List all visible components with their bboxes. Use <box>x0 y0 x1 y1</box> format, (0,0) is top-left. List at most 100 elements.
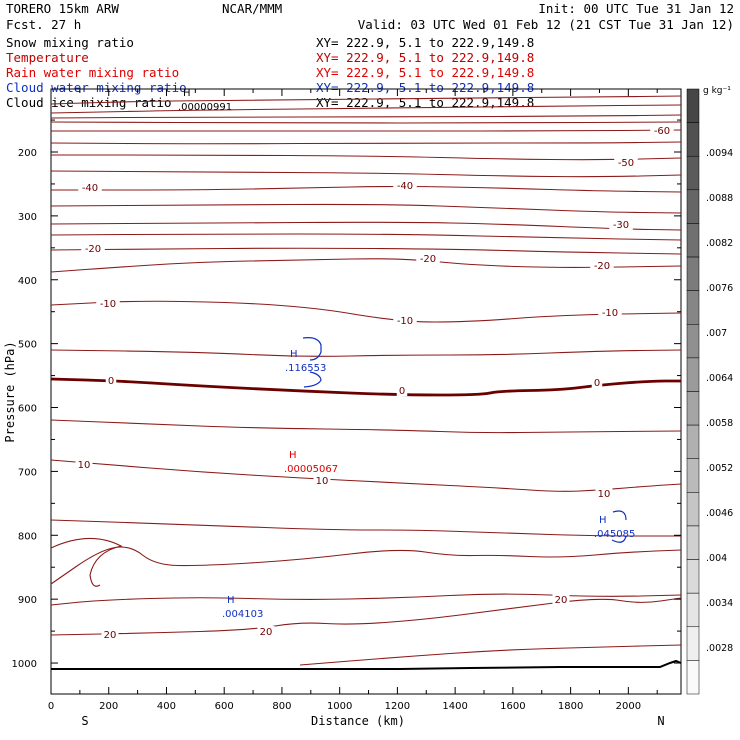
contour-label: 10 <box>598 489 611 500</box>
contour-label-bg <box>393 315 417 326</box>
x-axis-label: Distance (km) <box>311 714 405 728</box>
contour-label: 0 <box>399 386 405 397</box>
isotherm-line <box>50 95 682 105</box>
x-axis-left-end: S <box>81 714 88 728</box>
cloud-contours <box>302 337 627 543</box>
contour-label-bg <box>591 377 603 388</box>
field-name-rain: Rain water mixing ratio <box>6 65 179 80</box>
colorbar-swatch <box>686 324 700 359</box>
field-name-cloud-water: Cloud water mixing ratio <box>6 80 187 95</box>
isotherm-line <box>50 104 682 114</box>
colorbar-label: .0076 <box>706 283 733 294</box>
x-tick-label: 1400 <box>442 701 467 712</box>
contour-label: -40 <box>82 183 98 194</box>
x-tick-label: 600 <box>215 701 234 712</box>
contour-label: 10 <box>78 460 91 471</box>
isotherm-line <box>50 349 682 357</box>
colorbar-label: .0082 <box>706 238 733 249</box>
colorbar-swatch <box>686 88 700 123</box>
field-name-temperature: Temperature <box>6 50 89 65</box>
contour-label-bg <box>614 157 638 168</box>
x-tick-label: 0 <box>48 701 54 712</box>
contour-label: 20 <box>555 595 568 606</box>
center-name: NCAR/MMM <box>222 1 282 16</box>
y-tick-label: 900 <box>18 595 37 606</box>
forecast-hour: Fcst. 27 h <box>6 17 81 32</box>
isotherm-line <box>50 258 682 273</box>
contour-label-bg <box>96 298 120 309</box>
isotherm-line <box>299 644 682 666</box>
contour-label-bg <box>595 488 613 499</box>
maximum-value: .116553 <box>285 363 326 374</box>
contour-label-bg <box>78 182 102 193</box>
isotherm-line <box>50 185 682 193</box>
isotherm-line <box>50 419 682 434</box>
contour-label: -10 <box>100 299 116 310</box>
colorbar-swatch <box>686 559 700 594</box>
maximum-value: .00000991 <box>178 102 232 113</box>
contour-label: 0 <box>594 378 600 389</box>
isotherm-line <box>51 129 682 132</box>
isotherm-line <box>50 519 681 537</box>
contour-label: 0 <box>108 376 114 387</box>
init-time: Init: 00 UTC Tue 31 Jan 12 <box>538 1 734 16</box>
contour-label-bg <box>313 475 331 486</box>
contour-label-bg <box>396 385 408 396</box>
isotherm-line <box>50 459 682 492</box>
colorbar-label: .0064 <box>706 373 733 384</box>
colorbar: .0094 .0088 .0082 .0076 .007 .0064 .0058 .0052.… <box>686 88 733 695</box>
contour-label-bg <box>598 307 622 318</box>
contour-label-bg <box>101 629 119 640</box>
colorbar-swatch <box>686 223 700 258</box>
x-tick-label: 400 <box>157 701 176 712</box>
isotherm-line <box>50 170 682 178</box>
maximum-marker: H <box>290 349 298 360</box>
contour-label: -40 <box>397 181 413 192</box>
contour-label-bg <box>609 219 633 230</box>
colorbar-swatch <box>686 256 700 291</box>
field-name-snow: Snow mixing ratio <box>6 35 134 50</box>
x-tick-label: 2000 <box>616 701 641 712</box>
y-tick-label: 700 <box>18 467 37 478</box>
colorbar-label: .0052 <box>706 463 733 474</box>
isotherm-line <box>50 597 682 636</box>
colorbar-label: .0088 <box>706 193 733 204</box>
maximum-marker: H <box>289 450 297 461</box>
isotherm-line <box>50 114 682 119</box>
field-xy-temperature: XY= 222.9, 5.1 to 222.9,149.8 <box>316 50 534 65</box>
contour-label-bg <box>416 253 440 264</box>
contour-label-bg <box>105 375 117 386</box>
x-tick-label: 1000 <box>327 701 352 712</box>
colorbar-unit: g kg⁻¹ <box>703 86 731 96</box>
colorbar-label: .0046 <box>706 508 733 519</box>
contour-label-bg <box>81 243 105 254</box>
contour-label: -20 <box>420 254 436 265</box>
x-tick-label: 200 <box>99 701 118 712</box>
y-tick-label: 500 <box>18 340 37 351</box>
y-axis-label: Pressure (hPa) <box>3 341 17 442</box>
contour-label: -30 <box>613 220 629 231</box>
colorbar-label: .0034 <box>706 598 733 609</box>
maximum-value: .00005067 <box>284 464 338 475</box>
maximum-value: .004103 <box>222 609 263 620</box>
colorbar-swatch <box>686 155 700 191</box>
colorbar-swatch <box>686 492 700 527</box>
cloud-water-contour <box>612 510 627 521</box>
colorbar-swatch <box>686 357 700 392</box>
isotherm-line <box>50 121 682 124</box>
colorbar-swatch <box>686 189 700 224</box>
colorbar-swatch <box>686 660 700 695</box>
field-xy-snow: XY= 222.9, 5.1 to 222.9,149.8 <box>316 35 534 50</box>
x-tick-label: 1800 <box>558 701 583 712</box>
terrain-line <box>51 659 682 670</box>
colorbar-swatch <box>686 122 700 157</box>
maximum-marker: H <box>227 595 235 606</box>
contour-label: -20 <box>594 261 610 272</box>
freezing-level-line <box>50 377 681 397</box>
contour-label-bg <box>75 459 93 470</box>
contour-label: -10 <box>602 308 618 319</box>
cloud-water-contour <box>303 371 322 388</box>
colorbar-label: .0094 <box>706 148 733 159</box>
colorbar-swatch <box>686 290 700 325</box>
